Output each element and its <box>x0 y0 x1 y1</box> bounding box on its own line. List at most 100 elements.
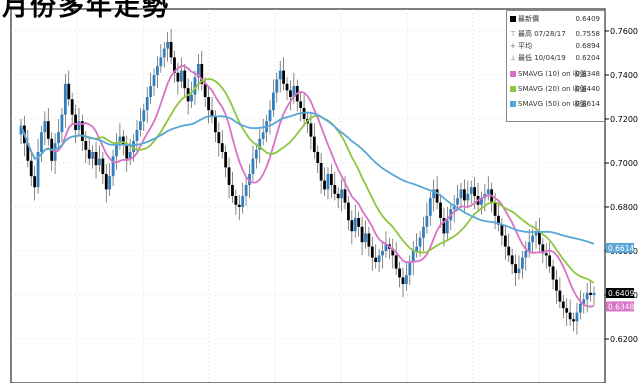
candle-body <box>548 255 552 267</box>
candle-body <box>517 268 521 273</box>
candle-body <box>237 204 241 207</box>
candle-body <box>343 189 347 203</box>
candle-body <box>248 174 251 185</box>
candle-body <box>234 196 238 205</box>
candle-body <box>231 185 234 196</box>
legend-row-sma50: SMAVG (50) on 收盤 0.6614 <box>510 99 602 109</box>
candle-body <box>312 136 316 152</box>
candle-body <box>575 312 579 322</box>
candle-body <box>275 79 279 93</box>
candle-body <box>108 176 112 190</box>
value-label-box <box>606 301 634 312</box>
candle-body <box>282 70 286 84</box>
candle-body <box>520 257 524 269</box>
candle-body <box>292 86 296 97</box>
candle-body <box>585 292 589 300</box>
legend-row-avg: + 平均 0.6894 <box>510 41 602 51</box>
legend-value: 0.6204 <box>575 54 601 62</box>
candle-body <box>33 176 37 188</box>
candle-body <box>57 132 60 144</box>
candle-body <box>271 92 275 111</box>
candle-body <box>135 130 139 141</box>
candle-body <box>77 121 81 130</box>
candle-body <box>524 251 528 258</box>
candle-body <box>179 70 183 82</box>
candle-body <box>497 215 500 225</box>
candle-body <box>432 189 436 199</box>
candle-body <box>367 233 371 247</box>
candle-body <box>473 187 477 196</box>
candle-body <box>428 198 432 216</box>
candle-body <box>377 255 381 262</box>
candle-body <box>565 308 569 313</box>
candle-body <box>336 193 340 199</box>
legend-row-last: 最新價 0.6409 <box>510 14 602 24</box>
candle-body <box>340 189 344 199</box>
y-tick-label: 0.7400 <box>610 71 638 80</box>
legend-value: 0.6409 <box>575 15 601 23</box>
candle-body <box>210 110 214 117</box>
legend-label: 最新價 <box>518 15 539 23</box>
candle-body <box>111 156 115 177</box>
candle-body <box>261 132 265 139</box>
candle-body <box>156 66 159 75</box>
legend-row-high: ⊤ 最高 07/28/17 0.7558 <box>510 29 602 39</box>
candle-body <box>289 90 292 97</box>
legend-label: SMAVG (10) on 收盤 <box>518 70 587 78</box>
candle-body <box>357 218 361 227</box>
legend-value: 0.6614 <box>575 100 601 108</box>
candle-body <box>319 163 323 181</box>
candle-body <box>26 143 30 161</box>
candle-body <box>193 77 197 95</box>
candle-body <box>138 121 142 130</box>
candle-body <box>459 189 463 199</box>
candle-body <box>538 231 541 245</box>
candle-body <box>442 218 446 234</box>
y-tick-label: 0.7000 <box>610 159 638 168</box>
candle-body <box>527 242 531 251</box>
candle-body <box>278 70 282 80</box>
value-label-box <box>606 288 634 299</box>
legend: 最新價 0.6409 ⊤ 最高 07/28/17 0.7558 + 平均 0.6894 ⊥… <box>506 10 605 122</box>
plot-area-border <box>10 8 606 383</box>
avg-marker-icon: + <box>510 42 516 50</box>
candle-body <box>190 94 193 102</box>
candle-body <box>60 114 64 133</box>
legend-row-sma20: SMAVG (20) on 收盤 0.6440 <box>510 84 602 94</box>
candle-body <box>19 125 23 135</box>
candle-body <box>258 138 262 150</box>
ma-line-50 <box>20 111 595 245</box>
candle-body <box>254 149 258 159</box>
candle-body <box>456 198 459 205</box>
candle-body <box>203 83 207 97</box>
candle-body <box>333 185 337 194</box>
candle-body <box>207 97 210 111</box>
moving-averages <box>20 64 595 308</box>
candle-body <box>541 244 545 254</box>
candle-body <box>159 57 163 67</box>
candle-body <box>121 136 125 146</box>
candle-body <box>128 152 132 159</box>
page-title: 月份多年走勢 <box>2 0 171 22</box>
candle-body <box>500 224 504 236</box>
square-icon <box>510 101 516 107</box>
candle-body <box>418 237 422 247</box>
candle-body <box>145 97 149 111</box>
candle-body <box>220 143 224 152</box>
legend-value: 0.6440 <box>575 85 601 93</box>
candle-body <box>217 132 221 144</box>
candle-body <box>384 244 388 251</box>
candle-body <box>370 246 374 258</box>
candle-body <box>589 292 592 295</box>
candle-body <box>251 158 255 174</box>
candle-body <box>132 141 135 152</box>
candle-body <box>415 246 419 251</box>
candle-body <box>125 145 129 159</box>
legend-row-sma10: SMAVG (10) on 收盤 0.6348 <box>510 69 602 79</box>
y-tick-label: 0.7200 <box>610 115 638 124</box>
square-icon <box>510 16 516 22</box>
candle-body <box>360 226 364 243</box>
legend-label: 平均 <box>518 42 532 50</box>
value-label-box <box>606 242 634 253</box>
